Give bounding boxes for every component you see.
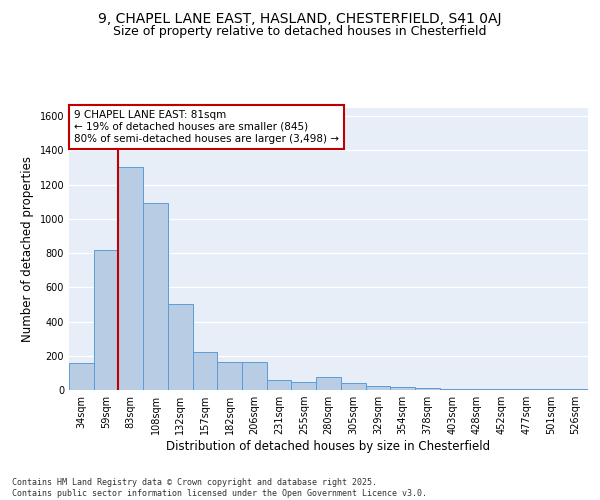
X-axis label: Distribution of detached houses by size in Chesterfield: Distribution of detached houses by size … <box>166 440 491 453</box>
Bar <box>267 380 292 390</box>
Bar <box>143 204 168 390</box>
Bar <box>390 387 415 390</box>
Bar <box>118 168 143 390</box>
Bar <box>415 388 440 390</box>
Bar <box>292 382 316 390</box>
Y-axis label: Number of detached properties: Number of detached properties <box>21 156 34 342</box>
Bar <box>193 352 217 390</box>
Bar <box>94 250 118 390</box>
Text: Contains HM Land Registry data © Crown copyright and database right 2025.
Contai: Contains HM Land Registry data © Crown c… <box>12 478 427 498</box>
Bar <box>217 362 242 390</box>
Text: Size of property relative to detached houses in Chesterfield: Size of property relative to detached ho… <box>113 25 487 38</box>
Bar <box>440 388 464 390</box>
Bar <box>341 383 365 390</box>
Bar <box>316 377 341 390</box>
Text: 9 CHAPEL LANE EAST: 81sqm
← 19% of detached houses are smaller (845)
80% of semi: 9 CHAPEL LANE EAST: 81sqm ← 19% of detac… <box>74 110 339 144</box>
Bar <box>242 362 267 390</box>
Text: 9, CHAPEL LANE EAST, HASLAND, CHESTERFIELD, S41 0AJ: 9, CHAPEL LANE EAST, HASLAND, CHESTERFIE… <box>98 12 502 26</box>
Bar <box>69 362 94 390</box>
Bar <box>464 389 489 390</box>
Bar <box>365 386 390 390</box>
Bar <box>168 304 193 390</box>
